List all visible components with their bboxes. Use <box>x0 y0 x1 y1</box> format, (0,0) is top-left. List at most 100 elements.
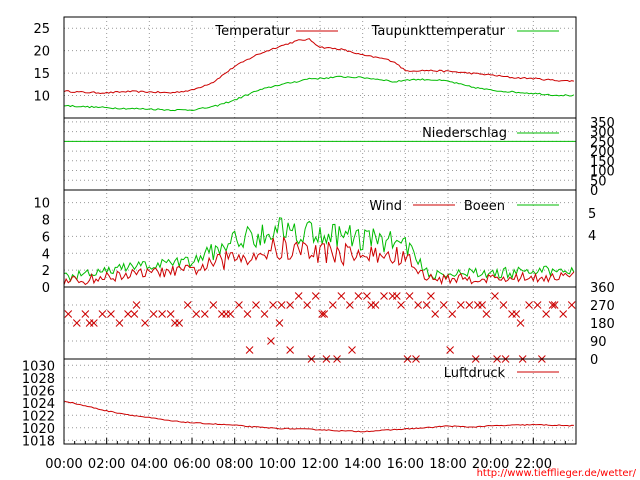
pressure-y-tick: 1018 <box>22 434 55 449</box>
x-tick-label: 06:00 <box>173 457 210 472</box>
pressure-legend-label: Luftdruck <box>444 366 506 381</box>
temp-y-tick: 10 <box>33 90 50 105</box>
x-tick-label: 18:00 <box>429 457 466 472</box>
dir-point <box>64 310 73 318</box>
dir-y-tick: 180 <box>590 317 615 332</box>
temp-legend-label-0: Temperatur <box>214 24 290 39</box>
wind-y-tick: 8 <box>42 214 50 229</box>
dir-point <box>542 310 550 318</box>
dir-point <box>392 292 401 300</box>
precip-y-tick: 100 <box>590 165 615 180</box>
dir-point <box>275 319 284 327</box>
dir-point <box>422 301 431 309</box>
source-url: http://www.tiefflieger.de/wetter/ <box>477 468 637 479</box>
x-tick-label: 12:00 <box>301 457 338 472</box>
dir-y-tick: 270 <box>590 299 615 314</box>
wind-legend-label-1: Boeen <box>464 199 505 214</box>
dir-point <box>328 301 337 309</box>
pressure-y-tick: 1022 <box>22 409 55 424</box>
dir-point <box>222 310 230 318</box>
x-tick-label: 00:00 <box>45 457 82 472</box>
dir-point <box>192 310 201 318</box>
wind-right-tick: 4 <box>588 229 596 244</box>
precip-y-tick: 150 <box>590 155 615 170</box>
dir-point <box>567 301 576 309</box>
dir-point <box>158 310 166 318</box>
dir-point <box>200 310 209 318</box>
pressure-y-tick: 1026 <box>22 384 55 399</box>
dir-point <box>354 292 363 300</box>
precip-y-tick: 200 <box>590 145 615 160</box>
pressure-y-tick: 1024 <box>22 397 55 412</box>
dir-point <box>533 301 542 309</box>
x-tick-label: 16:00 <box>387 457 424 472</box>
wind-y-tick: 0 <box>42 281 50 296</box>
dir-point <box>499 301 508 309</box>
dir-point <box>286 301 294 309</box>
dir-point <box>397 301 405 309</box>
wind-y-tick: 4 <box>42 247 50 262</box>
pressure-y-tick: 1030 <box>22 359 55 374</box>
dir-point <box>525 301 533 309</box>
dir-point <box>124 310 132 318</box>
precip-legend-label: Niederschlag <box>422 126 507 141</box>
dir-point <box>414 301 422 309</box>
dir-y-tick: 360 <box>590 281 615 296</box>
wind-y-tick: 2 <box>42 264 50 279</box>
dir-point <box>98 310 107 318</box>
dir-point <box>115 319 124 327</box>
dir-y-tick: 0 <box>590 353 598 368</box>
dir-point <box>550 301 559 309</box>
dir-point <box>107 310 115 318</box>
dir-point <box>141 319 149 327</box>
dir-point <box>320 310 329 318</box>
wind-right-tick: 5 <box>588 207 596 222</box>
pressure-y-tick: 1020 <box>22 422 55 437</box>
x-tick-label: 20:00 <box>472 457 509 472</box>
dir-point <box>512 310 521 318</box>
dir-point <box>303 301 312 309</box>
wind-y-tick: 10 <box>33 197 50 212</box>
dir-point <box>72 319 81 327</box>
dir-point <box>130 310 139 318</box>
dir-point <box>311 292 320 300</box>
x-tick-label: 08:00 <box>216 457 253 472</box>
dir-point <box>380 292 388 300</box>
precip-y-tick: 300 <box>590 126 615 141</box>
wind-series-line-1 <box>63 217 575 283</box>
dir-point <box>245 346 254 354</box>
temp-y-tick: 15 <box>33 67 50 82</box>
pressure-series-line <box>63 400 574 433</box>
x-tick-label: 14:00 <box>344 457 381 472</box>
precip-y-tick: 0 <box>590 184 598 199</box>
precip-y-tick: 250 <box>590 135 615 150</box>
dir-point <box>243 310 252 318</box>
dir-point <box>85 319 94 327</box>
dir-point <box>294 292 303 300</box>
dir-point <box>149 310 158 318</box>
dir-point <box>209 301 218 309</box>
dir-point <box>431 310 440 318</box>
x-tick-label: 10:00 <box>259 457 296 472</box>
precip-y-tick: 50 <box>590 174 607 189</box>
dir-point <box>405 292 414 300</box>
precip-y-tick: 350 <box>590 116 615 131</box>
dir-y-tick: 90 <box>590 335 607 350</box>
dir-point <box>478 301 486 309</box>
dir-point <box>260 310 269 318</box>
wind-y-tick: 6 <box>42 230 50 245</box>
dir-point <box>548 301 557 309</box>
dir-point <box>348 346 356 354</box>
dir-point <box>448 310 457 318</box>
dir-point <box>427 292 435 300</box>
dir-point <box>286 346 294 354</box>
dir-point <box>465 301 474 309</box>
wind-series-line-0 <box>63 236 575 286</box>
dir-point <box>559 310 568 318</box>
temp-y-tick: 25 <box>33 22 50 37</box>
dir-point <box>456 301 465 309</box>
dir-point <box>252 301 260 309</box>
temp-legend-label-1: Taupunkttemperatur <box>371 24 506 39</box>
temp-series-line-0 <box>63 38 574 95</box>
